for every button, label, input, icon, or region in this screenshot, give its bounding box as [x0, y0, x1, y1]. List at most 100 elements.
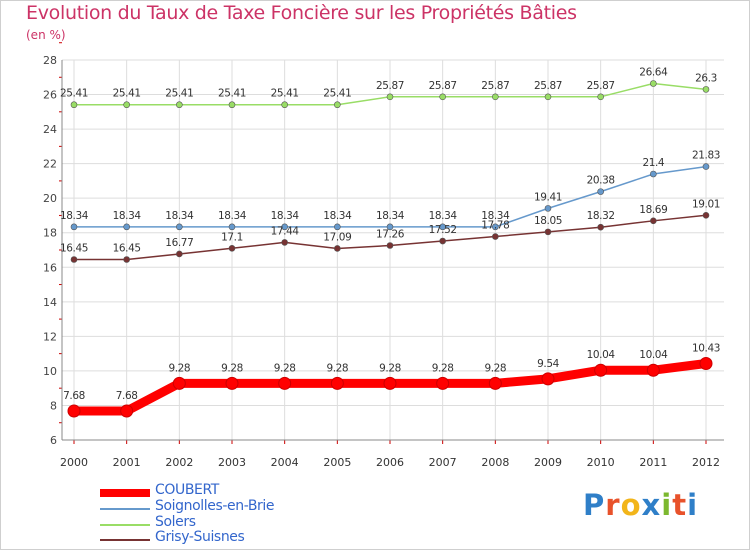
- y-tick-label: 8: [50, 399, 57, 412]
- y-tick-label: 20: [43, 192, 57, 205]
- y-tick-label: 10: [43, 365, 57, 378]
- data-label: 18.32: [587, 210, 615, 222]
- x-tick-label: 2005: [323, 456, 351, 469]
- logo-letter: x: [641, 488, 662, 522]
- data-label: 25.87: [587, 80, 615, 92]
- data-point: [278, 376, 292, 390]
- data-label: 9.28: [484, 362, 506, 374]
- data-label: 10.43: [692, 342, 720, 354]
- data-point: [383, 376, 397, 390]
- data-label: 26.3: [695, 72, 717, 84]
- data-label: 25.41: [113, 88, 141, 100]
- x-tick-label: 2010: [587, 456, 615, 469]
- data-label: 18.34: [429, 210, 458, 222]
- data-point: [176, 250, 183, 258]
- data-label: 25.41: [60, 88, 88, 100]
- data-point: [541, 372, 555, 386]
- data-label: 25.87: [429, 80, 457, 92]
- data-point: [544, 205, 552, 212]
- data-point: [492, 223, 499, 231]
- x-tick-label: 2009: [534, 456, 562, 469]
- y-tick-label: 22: [43, 158, 57, 171]
- x-tick-label: 2000: [60, 456, 88, 469]
- data-label: 21.4: [642, 157, 664, 169]
- data-point: [492, 233, 499, 240]
- x-tick-label: 2003: [218, 456, 246, 469]
- data-point: [544, 93, 552, 101]
- legend-item: Grisy-Suisnes: [100, 529, 340, 548]
- data-label: 17.78: [481, 220, 509, 232]
- data-label: 9.28: [432, 362, 454, 374]
- data-point: [439, 93, 446, 101]
- data-label: 18.34: [481, 210, 510, 222]
- data-point: [597, 223, 604, 231]
- data-point: [176, 223, 183, 231]
- legend-item: Solers: [100, 514, 340, 533]
- data-label: 9.28: [379, 362, 401, 374]
- data-point: [594, 363, 608, 377]
- data-point: [650, 170, 657, 178]
- data-label: 19.01: [692, 198, 720, 210]
- data-label: 18.34: [271, 210, 300, 222]
- data-label: 10.04: [639, 349, 668, 361]
- x-tick-label: 2004: [271, 456, 299, 469]
- data-point: [228, 223, 236, 231]
- x-tick-label: 2012: [692, 456, 720, 469]
- legend-label: Solers: [155, 514, 196, 530]
- logo-letter: o: [620, 488, 642, 522]
- data-point: [699, 356, 713, 370]
- data-label: 25.87: [481, 80, 509, 92]
- y-tick-label: 26: [43, 89, 57, 102]
- data-point: [386, 93, 394, 101]
- data-label: 25.41: [271, 88, 299, 100]
- logo-letter: t: [672, 488, 688, 522]
- data-point: [597, 93, 604, 101]
- data-label: 18.05: [534, 215, 562, 227]
- legend-label: Grisy-Suisnes: [155, 529, 245, 545]
- x-tick-label: 2007: [429, 456, 457, 469]
- data-label: 26.64: [639, 66, 668, 78]
- data-point: [334, 245, 341, 252]
- data-label: 25.41: [323, 88, 351, 100]
- data-label: 7.68: [116, 390, 138, 402]
- data-label: 18.34: [165, 210, 194, 222]
- legend-swatch: [100, 539, 150, 541]
- data-point: [334, 101, 341, 109]
- data-label: 18.69: [639, 204, 667, 216]
- data-label: 9.28: [168, 362, 190, 374]
- data-point: [228, 244, 236, 252]
- data-label: 18.34: [376, 210, 405, 222]
- logo-letter: r: [605, 488, 621, 522]
- data-label: 10.04: [587, 349, 616, 361]
- y-tick-label: 14: [43, 296, 57, 309]
- data-label: 16.77: [165, 237, 193, 249]
- data-label: 17.44: [271, 225, 300, 237]
- data-point: [281, 101, 288, 109]
- y-tick-label: 24: [43, 123, 57, 136]
- data-point: [67, 404, 81, 418]
- x-tick-label: 2001: [113, 456, 141, 469]
- data-point: [334, 223, 341, 231]
- data-point: [436, 376, 450, 390]
- x-tick-label: 2002: [165, 456, 193, 469]
- legend-label: Soignolles-en-Brie: [155, 498, 275, 514]
- data-point: [123, 256, 130, 263]
- data-label: 17.26: [376, 229, 405, 241]
- data-point: [172, 376, 186, 390]
- data-point: [597, 188, 604, 195]
- x-tick-label: 2006: [376, 456, 404, 469]
- data-label: 18.34: [218, 210, 247, 222]
- y-tick-label: 6: [50, 434, 57, 447]
- data-label: 9.28: [326, 362, 348, 374]
- data-point: [386, 242, 394, 249]
- data-label: 9.28: [221, 362, 243, 374]
- data-point: [702, 86, 710, 93]
- data-label: 7.68: [63, 390, 85, 402]
- data-label: 25.87: [376, 80, 404, 92]
- data-label: 9.28: [274, 362, 296, 374]
- data-point: [544, 228, 552, 236]
- data-point: [702, 211, 710, 219]
- data-point: [650, 80, 657, 87]
- x-tick-label: 2008: [481, 456, 509, 469]
